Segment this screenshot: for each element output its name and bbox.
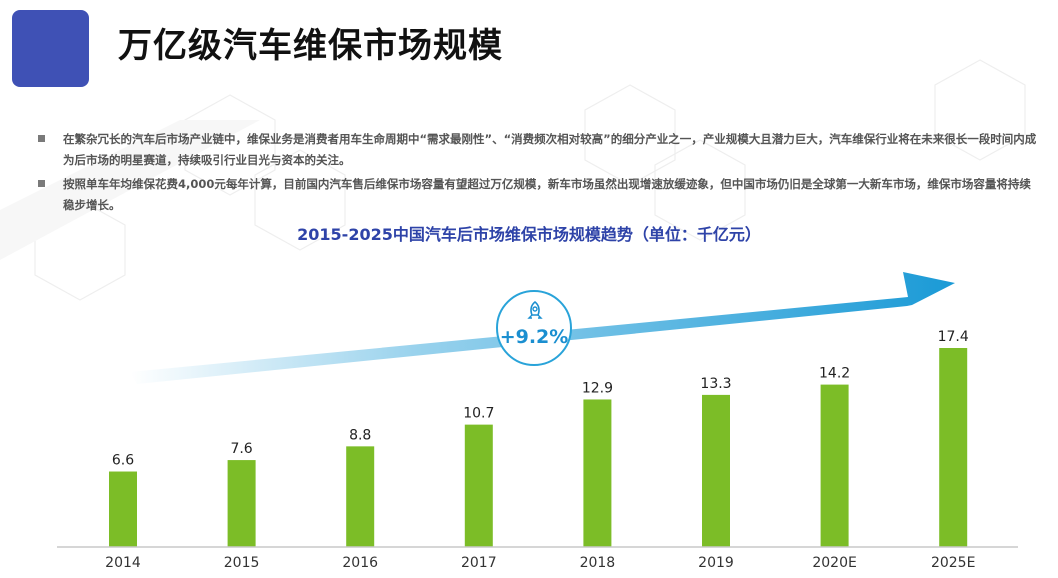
bullet-list: 在繁杂冗长的汽车后市场产业链中，维保业务是消费者用车生命周期中“需求最刚性”、“… [38, 129, 1038, 219]
x-tick-label: 2025E [931, 555, 975, 571]
bar-value-label: 6.6 [112, 453, 134, 469]
bar-2025E [939, 348, 968, 547]
bar-2015 [227, 460, 256, 547]
bullet-text: 按照单车年均维保花费4,000元每年计算，目前国内汽车售后维保市场容量有望超过万… [63, 177, 1031, 212]
x-tick-label: 2015 [224, 555, 260, 571]
bar-value-label: 17.4 [938, 329, 969, 345]
bar-value-label: 8.8 [349, 427, 371, 443]
bullet-text: 在繁杂冗长的汽车后市场产业链中，维保业务是消费者用车生命周期中“需求最刚性”、“… [63, 132, 1037, 167]
square-bullet-icon [38, 180, 45, 187]
x-tick-label: 2014 [105, 555, 141, 571]
x-tick-label: 2017 [461, 555, 497, 571]
x-tick-label: 2018 [580, 555, 616, 571]
page-title: 万亿级汽车维保市场规模 [118, 26, 503, 66]
bar-2018 [583, 399, 612, 547]
bar-value-label: 13.3 [700, 376, 731, 392]
bar-value-label: 10.7 [463, 406, 494, 422]
bar-2020E [820, 384, 849, 547]
square-bullet-icon [38, 135, 45, 142]
bar-2016 [346, 446, 375, 547]
title-accent-block [12, 10, 89, 87]
bar-value-label: 14.2 [819, 366, 850, 382]
chart-title: 2015-2025中国汽车后市场维保市场规模趋势（单位：千亿元） [297, 225, 761, 244]
bar-2017 [464, 424, 493, 547]
growth-rate-badge: +9.2% [496, 290, 572, 366]
growth-rate-value: +9.2% [499, 326, 569, 348]
trend-arrow [130, 272, 955, 384]
x-tick-label: 2016 [342, 555, 378, 571]
rocket-icon [527, 301, 543, 319]
bar-2014 [109, 471, 137, 547]
bar-2019 [702, 394, 730, 547]
bar-value-label: 12.9 [582, 380, 613, 396]
bullet-item: 按照单车年均维保花费4,000元每年计算，目前国内汽车售后维保市场容量有望超过万… [38, 174, 1038, 216]
bar-value-label: 7.6 [230, 441, 252, 457]
x-tick-label: 2020E [812, 555, 856, 571]
bullet-item: 在繁杂冗长的汽车后市场产业链中，维保业务是消费者用车生命周期中“需求最刚性”、“… [38, 129, 1038, 171]
x-tick-label: 2019 [698, 555, 734, 571]
